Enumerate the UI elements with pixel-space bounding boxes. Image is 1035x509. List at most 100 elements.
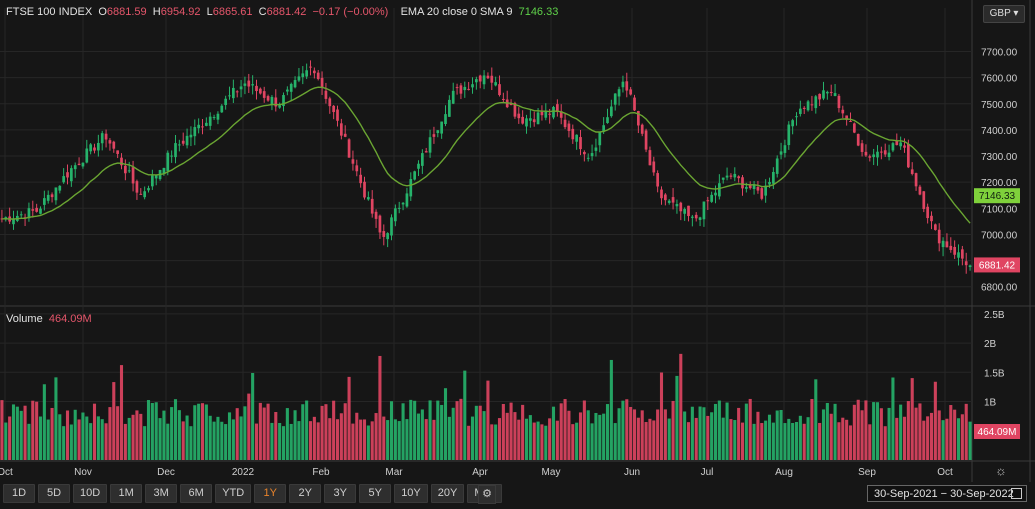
candle-body bbox=[795, 116, 798, 118]
candle-body bbox=[66, 172, 69, 178]
volume-bar bbox=[173, 399, 178, 460]
currency-selector[interactable]: GBP ▾ bbox=[983, 5, 1025, 23]
candle-body bbox=[880, 151, 883, 153]
volume-bars bbox=[0, 353, 972, 460]
volume-bar bbox=[127, 417, 131, 460]
candle-body bbox=[428, 137, 432, 153]
volume-bar bbox=[258, 402, 262, 460]
candle-body bbox=[876, 151, 879, 158]
candle-body bbox=[494, 82, 497, 86]
candles bbox=[0, 60, 972, 274]
timeframe-button-2y[interactable]: 2Y bbox=[289, 484, 322, 503]
volume-bar bbox=[351, 423, 355, 460]
volume-bar bbox=[459, 398, 463, 460]
candle-body bbox=[208, 116, 212, 126]
volume-bar bbox=[89, 423, 93, 460]
gear-icon[interactable]: ⚙ bbox=[478, 485, 496, 504]
candle-body bbox=[332, 105, 335, 113]
volume-bar bbox=[162, 410, 166, 460]
volume-bar bbox=[632, 409, 637, 460]
volume-bar bbox=[69, 424, 73, 460]
volume-bar bbox=[629, 406, 633, 460]
volume-bar bbox=[65, 410, 70, 460]
timeframe-button-1m[interactable]: 1M bbox=[110, 484, 143, 503]
volume-bar bbox=[521, 404, 525, 460]
symbol-label: FTSE 100 INDEX bbox=[6, 6, 93, 18]
candle-body bbox=[89, 144, 92, 152]
volume-bar bbox=[956, 418, 961, 460]
timeframe-button-20y[interactable]: 20Y bbox=[430, 484, 465, 503]
price-tick-label: 6800.00 bbox=[981, 283, 1018, 294]
volume-bar bbox=[181, 421, 185, 460]
candle-body bbox=[961, 249, 964, 259]
volume-bar bbox=[204, 404, 208, 460]
candle-body bbox=[309, 66, 312, 68]
candle-body bbox=[625, 81, 629, 91]
candle-body bbox=[347, 139, 351, 158]
candle-body bbox=[459, 85, 463, 94]
volume-bar bbox=[96, 416, 100, 460]
candle-body bbox=[860, 143, 864, 152]
volume-bar bbox=[806, 417, 810, 460]
timeframe-button-1d[interactable]: 1D bbox=[3, 484, 35, 503]
volume-bar bbox=[671, 400, 675, 460]
candle-body bbox=[116, 150, 119, 154]
volume-label: Volume bbox=[6, 313, 43, 325]
volume-bar bbox=[713, 403, 718, 460]
candle-body bbox=[818, 93, 821, 100]
timeframe-button-5y[interactable]: 5Y bbox=[359, 484, 392, 503]
volume-bar bbox=[8, 416, 12, 460]
candle-body bbox=[313, 70, 316, 74]
volume-bar bbox=[262, 407, 266, 460]
candle-body bbox=[953, 246, 956, 255]
timeframe-button-3m[interactable]: 3M bbox=[145, 484, 178, 503]
volume-bar bbox=[721, 417, 725, 460]
candle-body bbox=[181, 140, 185, 144]
ema-label: EMA 20 close 0 SMA 9 bbox=[400, 6, 513, 18]
ema-badge bbox=[974, 188, 1020, 204]
volume-bar bbox=[362, 419, 367, 460]
candle-body bbox=[559, 111, 563, 118]
price-badge-text: 6881.42 bbox=[979, 260, 1016, 271]
candle-body bbox=[644, 130, 648, 150]
timeframe-button-5d[interactable]: 5D bbox=[38, 484, 70, 503]
candle-body bbox=[733, 173, 737, 178]
timeframe-button-ytd[interactable]: YTD bbox=[215, 484, 252, 503]
volume-bar bbox=[131, 414, 135, 460]
candle-body bbox=[413, 171, 416, 180]
timeframe-button-10y[interactable]: 10Y bbox=[394, 484, 428, 503]
volume-bar bbox=[359, 419, 363, 460]
candle-body bbox=[922, 191, 926, 209]
candle-body bbox=[154, 175, 158, 179]
candle-body bbox=[73, 165, 77, 170]
timeframe-button-3y[interactable]: 3Y bbox=[324, 484, 357, 503]
timeframe-button-1y[interactable]: 1Y bbox=[254, 484, 287, 503]
candle-body bbox=[498, 84, 501, 96]
candle-body bbox=[328, 98, 332, 107]
candle-body bbox=[787, 124, 791, 146]
volume-bar bbox=[370, 421, 374, 460]
volume-bar bbox=[802, 423, 806, 460]
volume-bar bbox=[949, 405, 953, 460]
timeframe-button-10d[interactable]: 10D bbox=[73, 484, 108, 503]
volume-bar bbox=[100, 419, 104, 460]
volume-bar bbox=[517, 419, 521, 460]
candle-body bbox=[378, 215, 382, 233]
volume-bar bbox=[443, 388, 448, 460]
candle-body bbox=[359, 174, 362, 184]
timeframe-button-6m[interactable]: 6M bbox=[180, 484, 213, 503]
candle-body bbox=[286, 89, 289, 92]
volume-bar bbox=[305, 400, 309, 460]
candle-body bbox=[529, 118, 532, 121]
candle-body bbox=[841, 109, 845, 114]
volume-bar bbox=[505, 412, 509, 460]
candle-body bbox=[50, 194, 54, 198]
volume-bar bbox=[308, 421, 313, 460]
volume-bar bbox=[289, 423, 293, 460]
candle-body bbox=[556, 104, 559, 112]
volume-bar bbox=[821, 409, 826, 460]
volume-bar bbox=[744, 403, 748, 460]
candle-body bbox=[930, 215, 933, 222]
theme-icon[interactable]: ☼ bbox=[995, 463, 1007, 478]
date-range-input[interactable]: 30-Sep-2021 − 30-Sep-2022 bbox=[867, 485, 1027, 502]
